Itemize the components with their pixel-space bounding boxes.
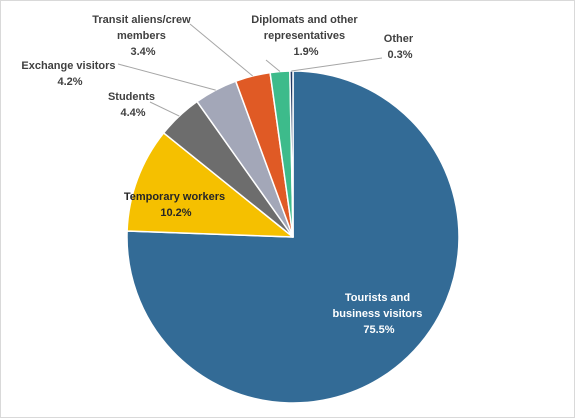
label-students: Students 4.4% [108,91,158,119]
leader-diplomats [266,60,280,72]
label-other: Other 0.3% [384,33,416,61]
label-transit-aliens: Transit aliens/crew members 3.4% [92,14,194,58]
leader-students [150,102,179,116]
leader-other [291,58,382,71]
pie-slices [127,71,459,403]
leader-exchange-visitors [118,64,216,90]
label-diplomats: Diplomats and other representatives 1.9% [251,14,360,58]
leader-transit-aliens [190,24,253,76]
label-exchange-visitors: Exchange visitors 4.2% [21,60,118,88]
